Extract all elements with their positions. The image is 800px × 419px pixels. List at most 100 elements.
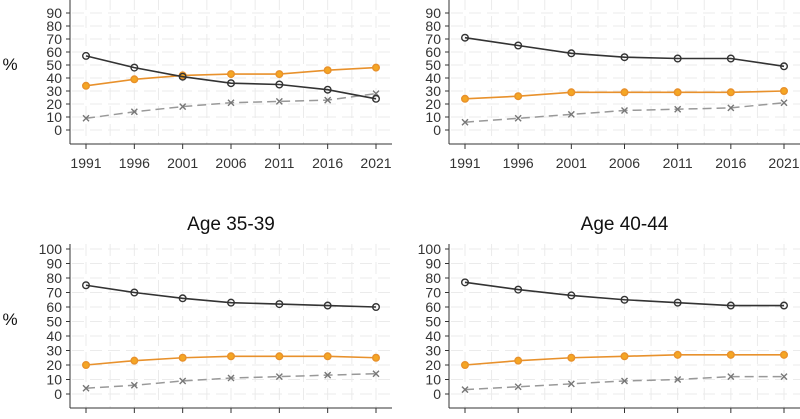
y-tick-label: 60 [425, 44, 441, 60]
data-point [130, 108, 138, 116]
x-tick-label: 1996 [119, 155, 150, 171]
x-tick-label: 2016 [312, 155, 343, 171]
data-point [372, 353, 381, 362]
data-point [514, 285, 523, 294]
data-point [372, 63, 381, 72]
data-point [130, 381, 138, 389]
series-orange [461, 86, 789, 103]
y-tick-label: 90 [46, 5, 62, 21]
x-tick-label: 2021 [360, 155, 391, 171]
data-point [81, 361, 90, 370]
data-point [567, 110, 575, 118]
x-tick-label: 1991 [449, 155, 480, 171]
data-point [726, 88, 735, 97]
data-point [514, 383, 522, 391]
y-tick-label: 90 [425, 256, 441, 272]
y-tick-label: 60 [46, 299, 62, 315]
data-point [275, 352, 284, 361]
y-tick-label: 90 [425, 5, 441, 21]
y-tick-label: 10 [46, 372, 62, 388]
data-point [780, 301, 789, 310]
x-tick-label: 2006 [609, 155, 640, 171]
data-point [780, 62, 789, 71]
data-point [726, 54, 735, 63]
data-point [372, 303, 381, 312]
data-point [674, 376, 682, 383]
grid [72, 244, 392, 408]
y-tick-label: 30 [425, 343, 441, 359]
data-point [275, 80, 284, 89]
y-tick-label: 20 [425, 357, 441, 373]
data-point [323, 66, 332, 75]
data-point [514, 356, 523, 365]
y-tick-label: 30 [46, 343, 62, 359]
x-tick-label: 2006 [215, 155, 246, 171]
y-tick-label: 50 [46, 314, 62, 330]
y-tick-label: 80 [425, 270, 441, 286]
data-point [461, 278, 470, 287]
y-tick-label: 90 [46, 256, 62, 272]
data-point [323, 301, 332, 310]
data-point [227, 99, 235, 107]
grid [451, 0, 800, 144]
data-point [372, 370, 380, 378]
data-point [226, 352, 235, 361]
y-tick-label: 10 [425, 372, 441, 388]
series-black [461, 33, 789, 71]
x-tick-label: 2011 [264, 155, 294, 171]
series-orange [81, 352, 381, 370]
data-point [726, 350, 735, 359]
series-grey [82, 370, 380, 392]
y-tick-label: 10 [425, 109, 441, 125]
series-line [85, 55, 377, 100]
y-tick-label: 40 [425, 70, 441, 86]
data-point [780, 350, 789, 359]
data-point [461, 386, 469, 394]
data-point [130, 356, 139, 365]
grid [451, 244, 800, 408]
x-tick-label: 2001 [167, 155, 198, 171]
data-point [130, 288, 139, 297]
data-point [323, 352, 332, 361]
data-point [226, 70, 235, 79]
y-axis-label: % [2, 55, 17, 74]
y-tick-label: 60 [425, 299, 441, 315]
data-point [780, 373, 788, 381]
data-point [179, 103, 187, 111]
y-tick-label: 30 [46, 83, 62, 99]
series-black [81, 281, 381, 312]
data-point [727, 373, 735, 381]
y-tick-label: 70 [425, 31, 441, 47]
data-point [461, 94, 470, 103]
y-tick-label: 80 [46, 270, 62, 286]
y-axis-label: % [2, 310, 17, 329]
y-tick-label: 0 [433, 386, 441, 402]
data-point [514, 114, 522, 122]
data-point [226, 79, 235, 88]
y-tick-label: 20 [46, 357, 62, 373]
panel-title: Age 35-39 [187, 214, 275, 235]
data-point [673, 298, 682, 307]
series-orange [461, 350, 789, 370]
y-tick-label: 70 [425, 285, 441, 301]
y-tick-label: 30 [425, 83, 441, 99]
data-point [226, 298, 235, 307]
data-point [620, 53, 629, 62]
data-point [130, 63, 139, 72]
y-tick-label: 10 [46, 109, 62, 125]
data-point [567, 353, 576, 362]
data-point [461, 118, 469, 126]
data-point [780, 86, 789, 95]
y-tick-label: 50 [425, 57, 441, 73]
data-point [620, 295, 629, 304]
y-tick-label: 20 [46, 96, 62, 112]
data-point [461, 33, 470, 42]
data-point [275, 373, 283, 381]
y-tick-label: 20 [425, 96, 441, 112]
y-tick-label: 0 [433, 122, 441, 138]
series-grey [461, 99, 788, 126]
